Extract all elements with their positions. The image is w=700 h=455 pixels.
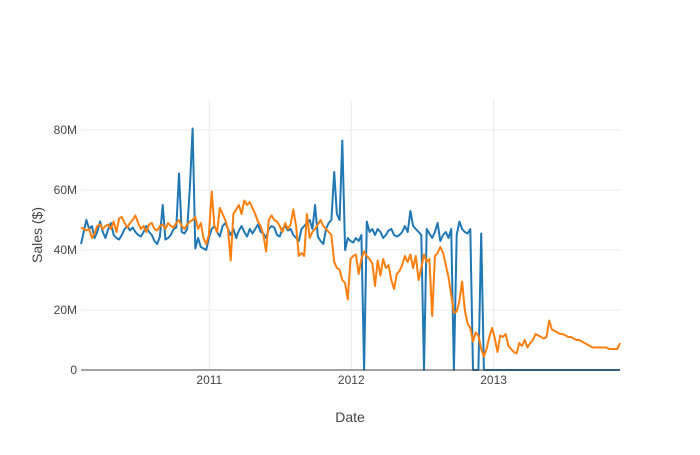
- gridlines: [81, 100, 620, 370]
- y-tick-label: 80M: [54, 123, 77, 137]
- axes: 0 20M 40M 60M 80M 2011 2012 2013: [54, 123, 620, 387]
- x-tick-label: 2013: [480, 373, 507, 387]
- series-line-1: [80, 127, 620, 371]
- series-lines: [80, 127, 621, 371]
- y-tick-label: 0: [70, 363, 77, 377]
- series-line-2: [80, 190, 621, 358]
- x-axis-title: Date: [335, 409, 365, 425]
- y-axis-title: Sales ($): [29, 207, 45, 263]
- x-tick-label: 2011: [196, 373, 222, 387]
- y-tick-label: 60M: [54, 183, 77, 197]
- y-tick-label: 40M: [54, 243, 77, 257]
- y-tick-label: 20M: [54, 303, 77, 317]
- x-tick-label: 2012: [338, 373, 365, 387]
